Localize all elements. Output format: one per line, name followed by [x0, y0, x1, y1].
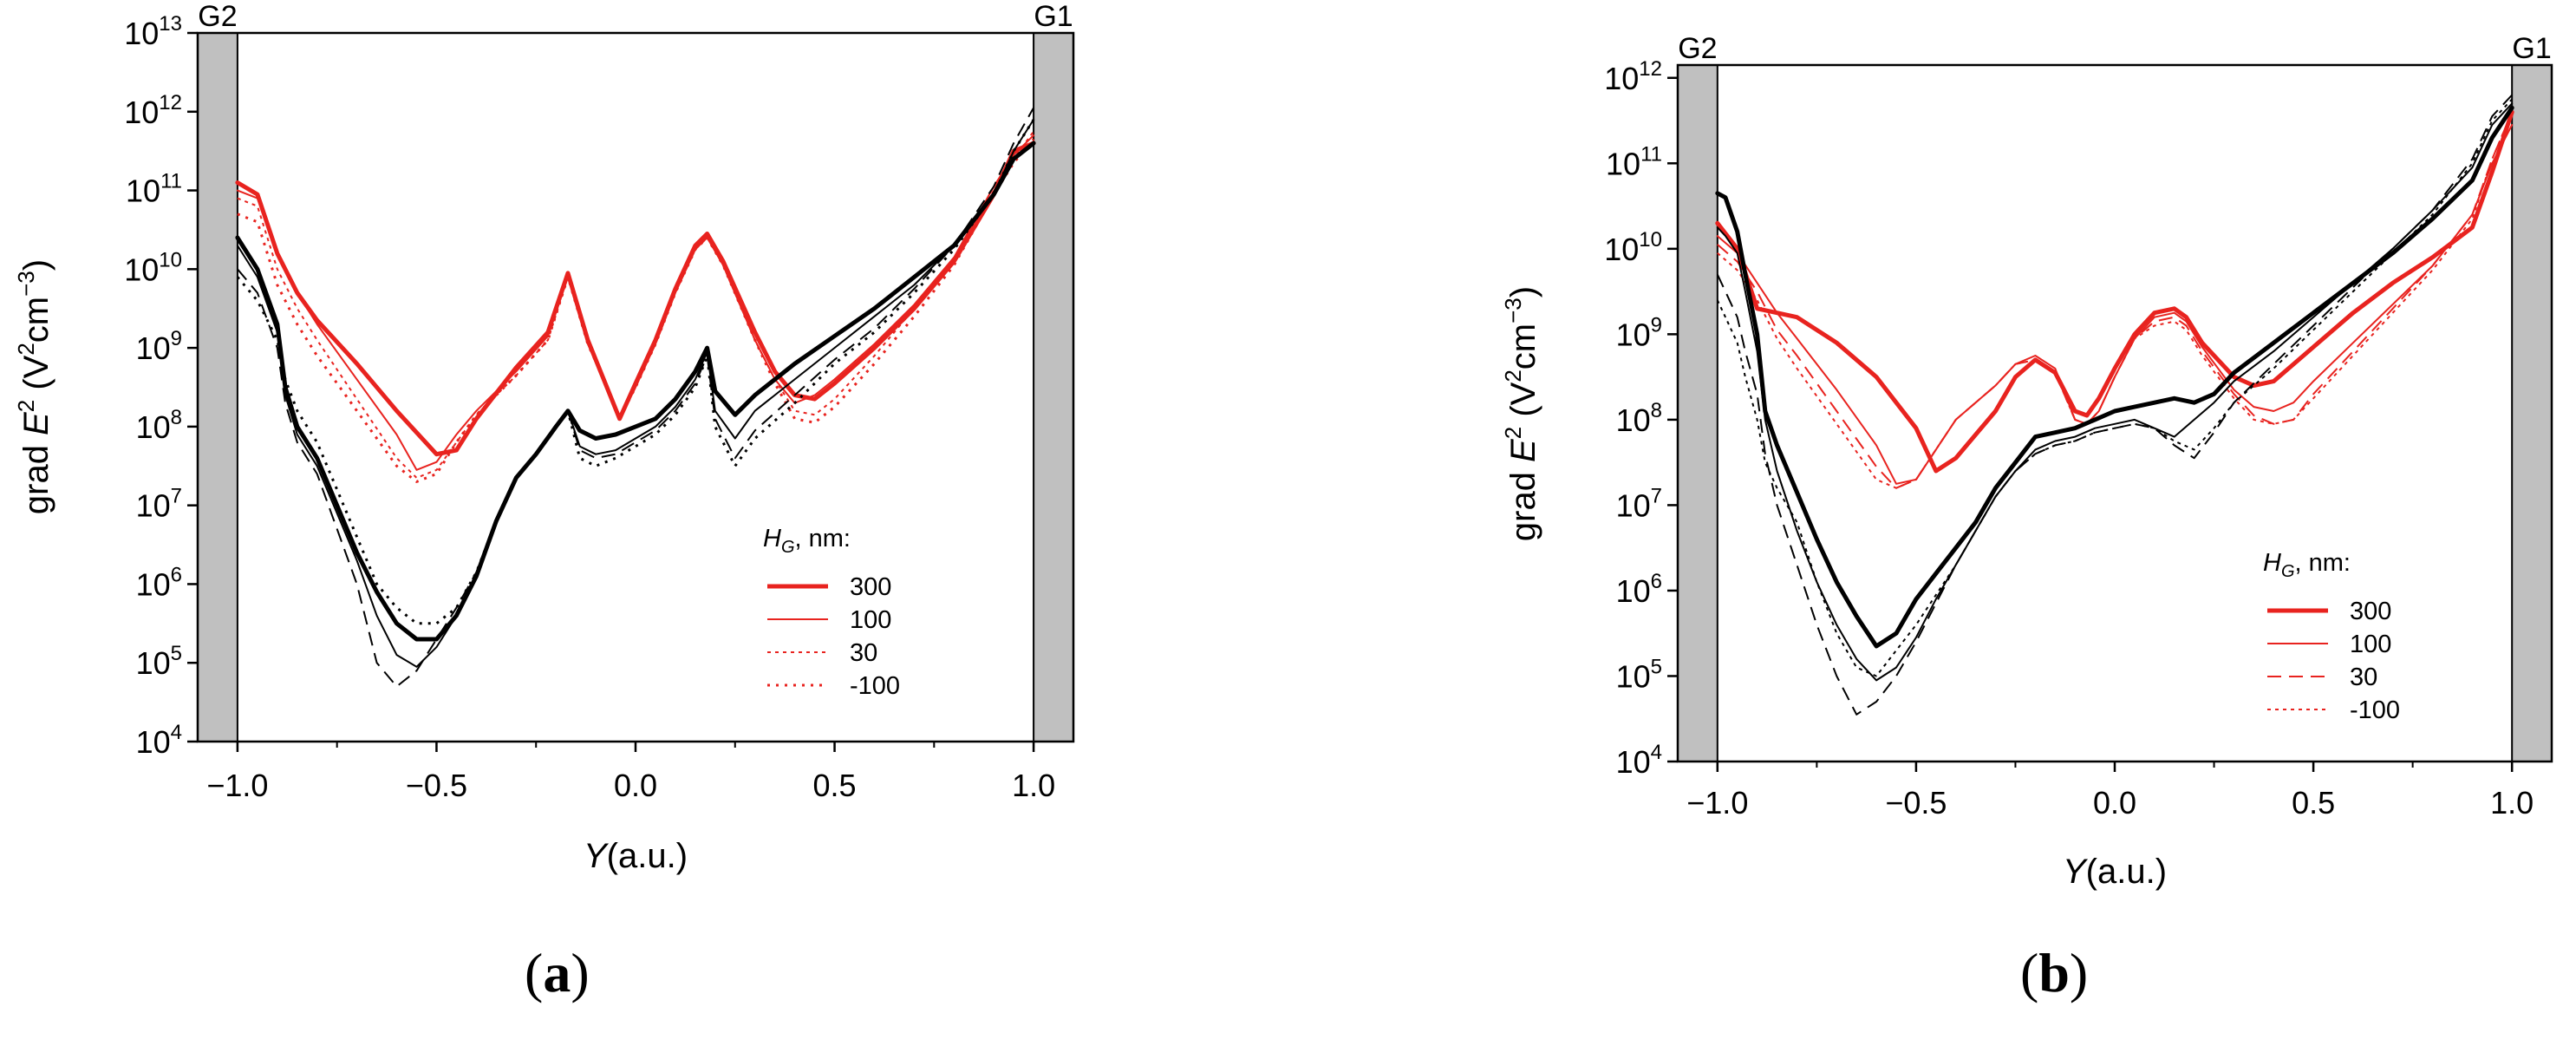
series-line-5: [236, 118, 1035, 668]
y-tick-label: 108: [1616, 399, 1662, 438]
electrode-label-g1: G1: [1034, 0, 1073, 33]
x-tick-label: 0.5: [813, 768, 857, 803]
y-tick-label: 1010: [124, 248, 182, 287]
panel-label-b: (b): [2020, 942, 2089, 1004]
series-line-1: [236, 134, 1035, 471]
electrode-g2: [1677, 64, 1718, 762]
x-tick-label: 1.0: [2490, 785, 2534, 820]
chart-panel-b: G2 G1 −1.0 −0.5 0.0 0.5 1.0 104 105 106 107 108 109 1…: [1500, 32, 2553, 891]
legend-title: HG, nm:: [763, 525, 851, 557]
legend-title: HG, nm:: [2263, 549, 2351, 581]
series-line-1: [1716, 124, 2514, 485]
legend-label-2: 30: [2350, 664, 2377, 691]
electrode-g1: [2511, 64, 2553, 762]
series-line-0: [1715, 109, 2514, 474]
series-line-7: [1716, 98, 2513, 677]
legend-label-1: 100: [2350, 631, 2391, 658]
x-tick-label: 0.0: [614, 768, 657, 803]
x-tick-label: −1.0: [206, 768, 268, 803]
y-tick-label: 105: [136, 642, 182, 681]
y-tick-label: 109: [136, 327, 182, 366]
legend-label-0: 300: [2350, 598, 2391, 625]
series-group: [235, 107, 1036, 688]
y-tick-label: 1012: [1604, 57, 1662, 96]
legend-label-0: 300: [850, 573, 891, 601]
panel-label-a: (a): [525, 942, 590, 1004]
x-tick-label: 0.0: [2093, 785, 2136, 820]
x-tick-label: 0.5: [2292, 785, 2335, 820]
x-tick-label: −1.0: [1686, 785, 1748, 820]
y-tick-label: 107: [136, 485, 182, 524]
y-axis-label: grad E2 (V2cm−3): [13, 259, 55, 514]
legend-label-1: 100: [850, 606, 891, 634]
x-tick-label: 1.0: [1012, 768, 1055, 803]
legend: HG, nm: 300 100 30 -100: [763, 525, 900, 700]
electrode-label-g1: G1: [2512, 32, 2551, 65]
legend-label-2: 30: [850, 639, 877, 667]
series-line-2: [1717, 111, 2514, 489]
electrode-g2: [197, 32, 238, 742]
x-tick-label: −0.5: [406, 768, 467, 803]
y-tick-label: 106: [136, 563, 182, 602]
series-line-4: [235, 141, 1036, 642]
series-line-3: [1717, 111, 2514, 489]
chart-panel-a: G2 G1 −1.0 −0.5 0.0 0.5 1.0 104 105 106 107 108 109 1…: [13, 0, 1075, 875]
y-tick-label: 104: [136, 721, 182, 760]
series-line-4: [1715, 105, 2514, 649]
y-axis-label: grad E2 (V2cm−3): [1500, 286, 1542, 541]
y-tick-label: 108: [136, 406, 182, 445]
y-tick-label: 1013: [124, 12, 182, 51]
y-tick-label: 1011: [126, 170, 182, 209]
x-tick-label: −0.5: [1885, 785, 1947, 820]
series-line-2: [237, 130, 1034, 479]
series-group: [1715, 94, 2514, 716]
electrode-g1: [1033, 32, 1075, 742]
y-tick-label: 109: [1616, 313, 1662, 352]
series-line-6: [1716, 94, 2513, 716]
electrode-label-g2: G2: [198, 0, 237, 33]
series-line-6: [237, 107, 1034, 688]
electrode-label-g2: G2: [1678, 32, 1717, 65]
y-tick-label: 1012: [124, 91, 182, 130]
series-line-3: [237, 138, 1035, 483]
series-line-5: [1716, 102, 2514, 682]
y-tick-label: 1010: [1604, 228, 1662, 267]
x-axis-label: Y(a.u.): [2063, 853, 2167, 891]
y-tick-label: 104: [1616, 741, 1662, 780]
y-tick-label: 106: [1616, 570, 1662, 609]
x-axis-label: Y(a.u.): [584, 837, 688, 875]
legend-label-3: -100: [2350, 696, 2400, 724]
legend-label-3: -100: [850, 672, 900, 700]
y-tick-label: 105: [1616, 655, 1662, 694]
series-line-0: [235, 141, 1036, 457]
y-tick-label: 1011: [1606, 142, 1662, 181]
legend: HG, nm: 300 100 30 -100: [2263, 549, 2400, 724]
y-tick-label: 107: [1616, 484, 1662, 523]
